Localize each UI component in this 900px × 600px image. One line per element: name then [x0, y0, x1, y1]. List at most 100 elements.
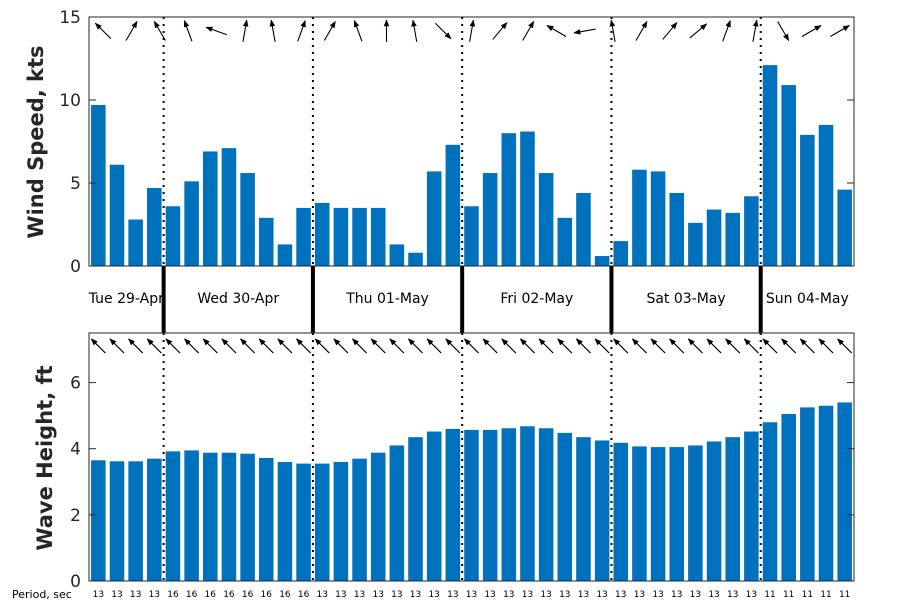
bar: [632, 446, 647, 581]
direction-arrow: [635, 20, 648, 41]
bar: [128, 461, 143, 581]
period-value: 13: [130, 590, 141, 600]
bar: [837, 402, 852, 581]
direction-arrow: [801, 25, 822, 37]
bar: [370, 207, 386, 266]
direction-arrow: [689, 23, 708, 39]
direction-arrow: [799, 338, 815, 354]
bar: [314, 463, 330, 581]
direction-arrow: [183, 20, 193, 42]
direction-arrow: [830, 25, 850, 37]
direction-arrow: [351, 338, 368, 354]
direction-arrow: [434, 22, 452, 40]
direction-arrow: [609, 19, 616, 42]
direction-arrow: [662, 22, 678, 40]
direction-arrow: [411, 19, 418, 42]
bar: [744, 431, 759, 581]
bar: [800, 407, 815, 581]
direction-arrow: [469, 19, 476, 42]
bar: [165, 206, 181, 266]
bar: [594, 440, 610, 581]
direction-arrow: [90, 338, 106, 354]
bar: [818, 405, 834, 581]
bar: [184, 450, 199, 581]
direction-arrow: [297, 20, 306, 42]
period-value: 13: [671, 590, 682, 600]
bar: [482, 173, 498, 266]
wind-direction-arrows: [94, 19, 850, 42]
bar: [240, 453, 255, 581]
period-value: 13: [652, 590, 663, 600]
period-value: 16: [261, 590, 273, 600]
bar: [501, 133, 517, 266]
bar: [277, 461, 293, 581]
period-value: 13: [708, 590, 719, 600]
period-value: 16: [298, 590, 310, 600]
bar: [613, 442, 629, 581]
bar: [669, 192, 685, 266]
direction-arrow: [781, 338, 797, 354]
period-value: 13: [578, 590, 589, 600]
period-value: 13: [372, 590, 383, 600]
period-value: 13: [596, 590, 607, 600]
bar: [688, 222, 703, 266]
period-value: 16: [242, 590, 254, 600]
period-value: 16: [167, 590, 179, 600]
direction-arrow: [205, 26, 228, 36]
bar: [184, 181, 199, 266]
bar: [650, 171, 666, 266]
bar: [426, 171, 442, 266]
day-label: Sat 03-May: [646, 291, 725, 307]
direction-arrow: [370, 338, 386, 354]
bar: [91, 460, 106, 581]
period-value: 13: [559, 590, 570, 600]
direction-arrow: [519, 338, 535, 354]
period-value: 13: [93, 590, 104, 600]
bar: [370, 452, 386, 581]
bar: [408, 252, 423, 266]
period-value: 13: [746, 590, 757, 600]
bar: [203, 151, 218, 266]
bar: [520, 426, 535, 581]
bar: [258, 217, 274, 266]
bar: [445, 428, 461, 581]
period-value: 13: [447, 590, 458, 600]
direction-arrow: [146, 338, 162, 354]
direction-arrow: [184, 338, 200, 354]
day-label-band: Tue 29-Apr Wed 30-Apr Thu 01-May Fri 02-May…: [88, 266, 849, 333]
bar: [669, 447, 685, 581]
bar: [557, 432, 573, 581]
bar: [445, 144, 461, 266]
period-value: 13: [149, 590, 160, 600]
period-row-title: Period, sec: [12, 588, 72, 600]
direction-arrow: [426, 338, 442, 354]
bar: [837, 189, 852, 266]
wind-y-tick-label: 5: [70, 174, 81, 194]
direction-arrow: [153, 20, 166, 41]
bar: [725, 212, 740, 266]
period-value: 16: [205, 590, 217, 600]
bar: [165, 451, 181, 581]
direction-arrow: [501, 338, 517, 354]
wind-y-ticks: 0 5 10 15: [59, 8, 855, 277]
direction-arrow: [752, 19, 759, 42]
period-value: 13: [634, 590, 645, 600]
period-value: 13: [111, 590, 122, 600]
period-value: 11: [783, 590, 794, 600]
wave-y-tick-label: 4: [70, 440, 81, 460]
bar: [296, 463, 311, 581]
period-value: 16: [279, 590, 291, 600]
direction-arrow: [333, 338, 349, 354]
wind-speed-panel: 0 5 10 15 Wind Speed, kts: [24, 8, 855, 277]
bar: [389, 244, 405, 266]
bar: [464, 429, 479, 581]
period-value: 13: [540, 590, 551, 600]
direction-arrow: [240, 338, 256, 354]
direction-arrow: [669, 338, 685, 354]
bar: [109, 461, 125, 581]
direction-arrow: [389, 338, 405, 354]
bar: [426, 431, 442, 581]
period-value: 13: [354, 590, 365, 600]
direction-arrow: [445, 338, 461, 354]
